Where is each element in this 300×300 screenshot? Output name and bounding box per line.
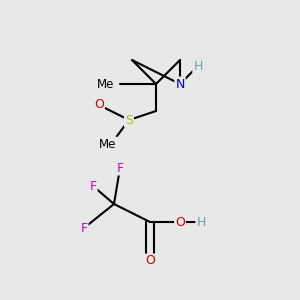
Text: N: N (175, 77, 185, 91)
Text: F: F (116, 161, 124, 175)
Text: O: O (94, 98, 104, 112)
Text: O: O (145, 254, 155, 268)
Text: Me: Me (97, 77, 114, 91)
Text: S: S (125, 113, 133, 127)
Text: H: H (193, 59, 203, 73)
Text: H: H (196, 215, 206, 229)
Text: F: F (89, 179, 97, 193)
Text: F: F (80, 221, 88, 235)
Text: Me: Me (99, 137, 117, 151)
Text: O: O (175, 215, 185, 229)
